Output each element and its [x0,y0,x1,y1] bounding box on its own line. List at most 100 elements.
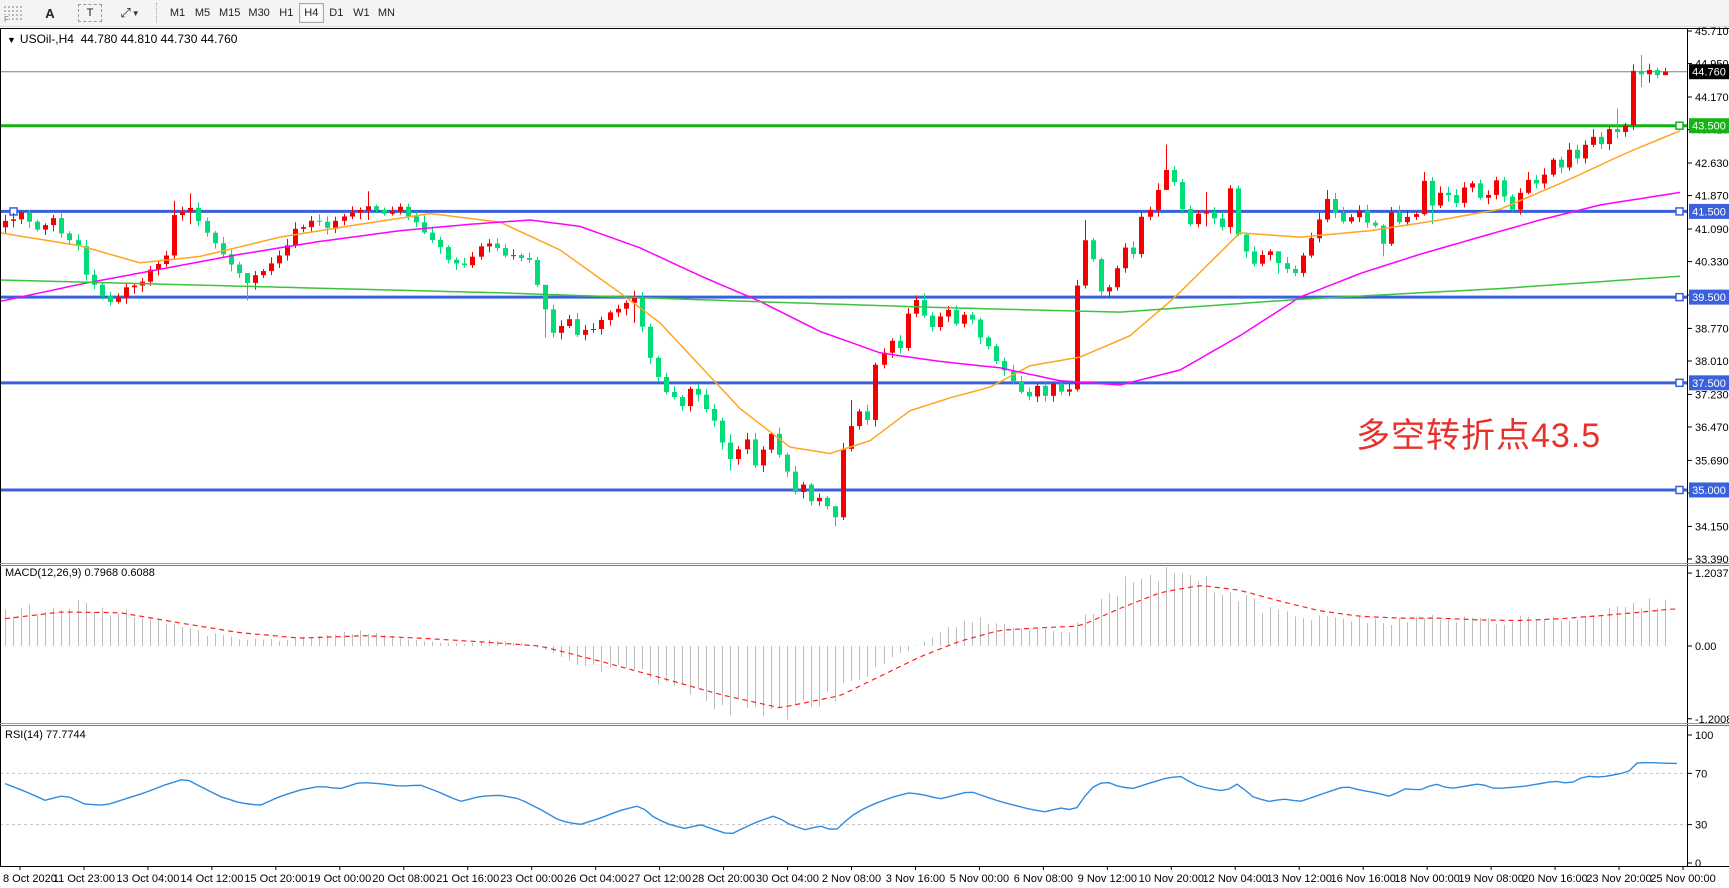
time-tick-label: 13 Oct 04:00 [116,873,179,885]
time-tick-label: 28 Oct 20:00 [692,873,755,885]
price-tick-label: 36.470 [1695,422,1729,434]
price-tick-label: 33.390 [1695,554,1729,566]
time-tick-label: 6 Nov 08:00 [1014,873,1073,885]
chart-frame [0,28,1729,867]
macd-scale-label: -1.2008 [1695,714,1729,726]
arrows-tool-button[interactable]: ⤢ ▼ [118,3,142,24]
timeframe-button-D1[interactable]: D1 [329,7,344,19]
rsi-scale-label: 0 [1695,858,1701,870]
time-tick-label: 13 Nov 12:00 [1267,873,1332,885]
text-box-tool-button[interactable]: T [78,4,102,22]
macd-panel [4,566,1680,720]
price-tick-label: 37.230 [1695,389,1729,401]
time-tick-label: 27 Oct 12:00 [628,873,691,885]
time-tick-label: 30 Oct 04:00 [756,873,819,885]
price-tick-label: 35.690 [1695,455,1729,467]
level-badge-43.500 [1689,118,1729,134]
time-tick-label: 10 Nov 20:00 [1139,873,1204,885]
rsi-panel [0,762,1687,835]
price-tick-label: 44.170 [1695,92,1729,104]
text-label-tool-button[interactable]: A [45,5,55,21]
chevron-down-icon[interactable]: ▼ [131,8,140,18]
time-tick-label: 20 Nov 16:00 [1522,873,1587,885]
time-tick-label: 18 Nov 00:00 [1394,873,1459,885]
price-axis[interactable]: 45.71044.95044.17043.41042.63041.87041.0… [1687,26,1729,870]
time-tick-label: 23 Nov 20:00 [1586,873,1651,885]
level-badge-41.500 [1689,203,1729,219]
current-price-badge-text: 44.760 [1692,67,1726,79]
level-badge-43.500-text: 43.500 [1692,121,1726,133]
one-click-trading-expander-icon[interactable]: ▼ [7,35,16,45]
timeframe-button-W1[interactable]: W1 [353,7,370,19]
time-tick-label: 14 Oct 12:00 [180,873,243,885]
ma-slow-green [0,275,1681,313]
rsi-scale-label: 30 [1695,820,1707,832]
macd-scale-label: 0.00 [1695,641,1716,653]
macd-signal-line [4,584,1680,709]
price-tick-label: 34.150 [1695,521,1729,533]
level-badge-35.000-text: 35.000 [1692,485,1726,497]
timeframe-button-H4[interactable]: H4 [298,3,324,23]
moving-averages [0,130,1681,455]
time-tick-label: 19 Nov 08:00 [1458,873,1523,885]
time-tick-label: 19 Oct 00:00 [308,873,371,885]
line-handle [1675,121,1684,130]
price-tick-label: 41.090 [1695,224,1729,236]
price-tick-label: 40.330 [1695,257,1729,269]
level-badge-39.500-text: 39.500 [1692,292,1726,304]
time-tick-label: 15 Oct 20:00 [244,873,307,885]
price-tick-label: 38.010 [1695,356,1729,368]
time-tick-label: 11 Oct 23:00 [53,873,115,885]
time-tick-label: 3 Nov 16:00 [886,873,945,885]
time-tick-label: 16 Nov 16:00 [1330,873,1395,885]
level-badge-35.000 [1689,482,1729,498]
current-price-badge [1689,64,1729,80]
ohlc-values-label: 44.780 44.810 44.730 44.760 [80,32,238,46]
time-tick-label: 9 Nov 12:00 [1078,873,1137,885]
time-tick-label: 12 Nov 04:00 [1203,873,1268,885]
ma-mid-magenta [0,191,1681,386]
symbol-period-label: USOil-,H4 [19,32,74,46]
timeframe-button-group: M1 M5 M15 M30 H1 H4 D1 W1 MN [165,3,399,23]
price-tick-label: 42.630 [1695,158,1729,170]
line-handle [1675,292,1684,302]
timeframe-button-M1[interactable]: M1 [169,7,186,19]
time-tick-label: 26 Oct 04:00 [564,873,627,885]
timeframe-button-MN[interactable]: MN [377,7,395,19]
time-tick-label: 2 Nov 08:00 [822,873,881,885]
price-tick-label: 38.770 [1695,323,1729,335]
time-tick-label: 21 Oct 16:00 [436,873,499,885]
time-tick-label: 5 Nov 00:00 [950,873,1009,885]
chart-title: ▼ USOil-,H4 44.780 44.810 44.730 44.760 [7,32,237,46]
time-tick-label: 23 Oct 00:00 [500,873,563,885]
level-badge-39.500 [1689,289,1729,305]
arrows-icon: ⤢ [120,5,131,20]
level-badge-41.500-text: 41.500 [1692,206,1726,218]
line-handle [1675,207,1684,216]
chart-text-annotation[interactable]: 多空转折点43.5 [1356,417,1602,455]
line-handle [1675,378,1684,388]
time-tick-label: 20 Oct 08:00 [372,873,435,885]
rsi-indicator-label: RSI(14) 77.7744 [5,729,86,741]
rsi-scale-label: 70 [1695,768,1707,780]
macd-indicator-label: MACD(12,26,9) 0.7968 0.6088 [5,567,155,579]
line-handle [1675,485,1684,495]
price-tick-label: 41.870 [1695,191,1729,203]
level-badge-37.500 [1689,375,1729,391]
time-tick-label: 8 Oct 2020 [3,873,57,885]
macd-scale-label: 1.2037 [1695,568,1729,580]
toolbar-dock-handle[interactable]: F [2,4,22,24]
timeframe-button-M15[interactable]: M15 [219,7,241,19]
timeframe-button-M5[interactable]: M5 [194,7,211,19]
timeframe-button-H1[interactable]: H1 [279,7,294,19]
rsi-scale-label: 100 [1695,730,1713,742]
timeframe-button-M30[interactable]: M30 [248,7,270,19]
level-badge-37.500-text: 37.500 [1692,378,1726,390]
ma-fast-orange [0,130,1681,455]
time-tick-label: 25 Nov 00:00 [1650,873,1715,885]
rsi-line [4,762,1678,835]
price-tick-label: 45.710 [1695,26,1729,38]
